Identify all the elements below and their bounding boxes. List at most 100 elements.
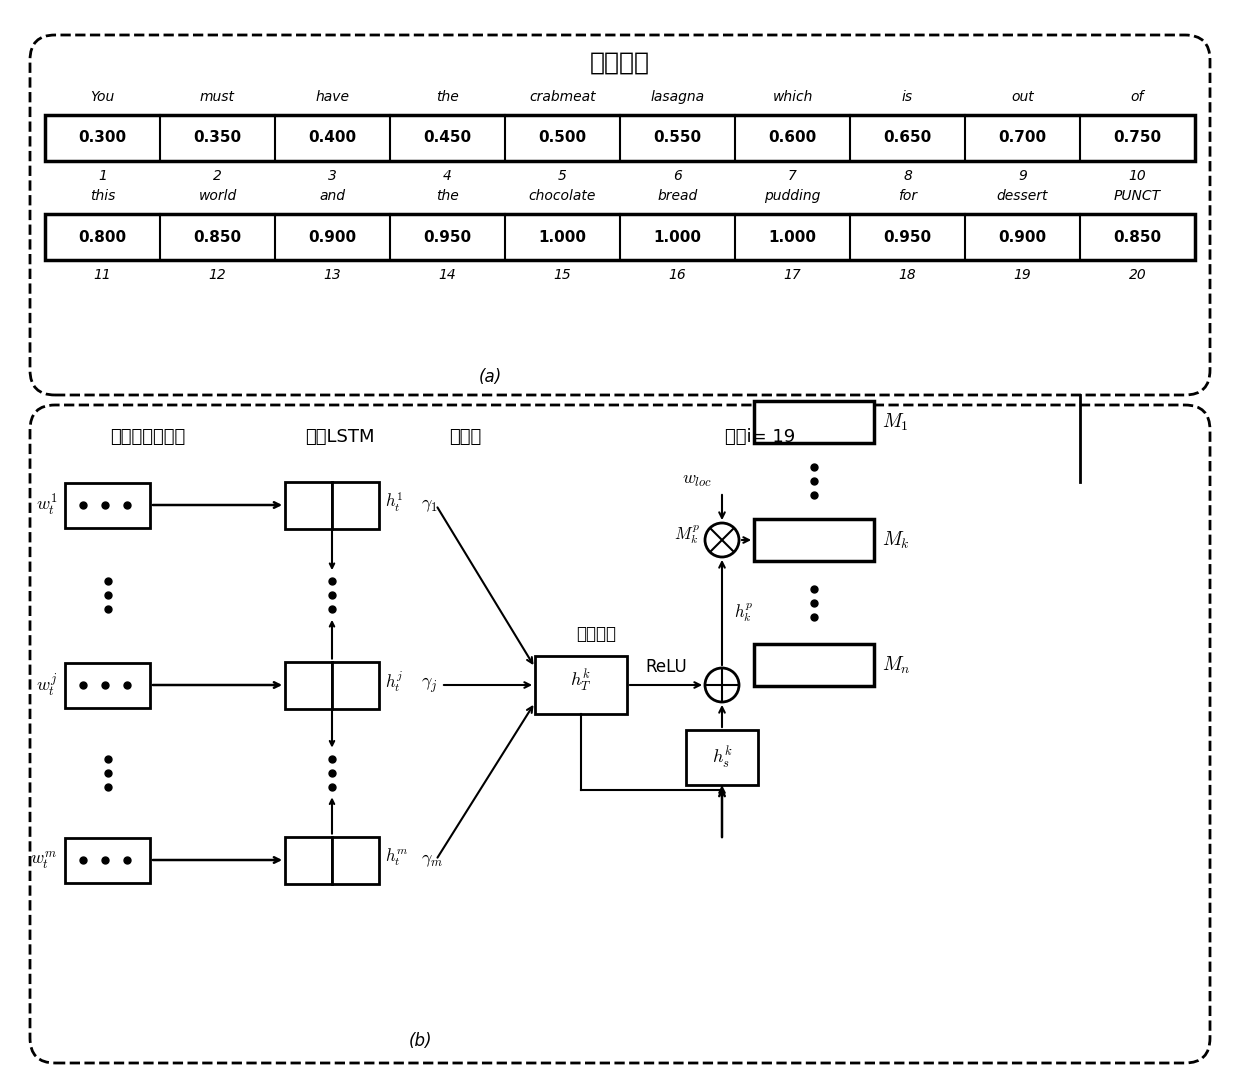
- Text: 8: 8: [903, 169, 911, 183]
- Text: 14: 14: [439, 268, 456, 282]
- Text: 0.300: 0.300: [78, 130, 126, 146]
- Text: must: must: [200, 89, 236, 103]
- Text: 0.500: 0.500: [538, 130, 587, 146]
- Text: 20: 20: [1128, 268, 1146, 282]
- Text: chocolate: chocolate: [528, 189, 596, 203]
- Text: 0.550: 0.550: [653, 130, 702, 146]
- Text: pudding: pudding: [764, 189, 821, 203]
- Text: 18: 18: [899, 268, 916, 282]
- Text: $w_t^m$: $w_t^m$: [30, 849, 57, 871]
- Text: 0.950: 0.950: [883, 230, 931, 245]
- Text: $M_n$: $M_n$: [882, 654, 910, 676]
- Text: $w_t^j$: $w_t^j$: [36, 672, 57, 699]
- Text: 3: 3: [329, 169, 337, 183]
- Text: 0.600: 0.600: [769, 130, 817, 146]
- Text: 1.000: 1.000: [653, 230, 702, 245]
- Text: 1: 1: [98, 169, 107, 183]
- Text: 0.800: 0.800: [78, 230, 126, 245]
- Text: $w_t^1$: $w_t^1$: [36, 493, 57, 517]
- Text: crabmeat: crabmeat: [529, 89, 595, 103]
- Circle shape: [706, 523, 739, 557]
- Text: $h_k^p$: $h_k^p$: [734, 602, 754, 624]
- Text: 6: 6: [673, 169, 682, 183]
- Bar: [285, 662, 332, 708]
- Text: the: the: [436, 89, 459, 103]
- Text: 10: 10: [1128, 169, 1146, 183]
- Bar: [45, 115, 1195, 161]
- Text: 假如i= 19: 假如i= 19: [725, 428, 795, 446]
- Text: 0.400: 0.400: [309, 130, 357, 146]
- Text: 7: 7: [789, 169, 797, 183]
- Text: 特征向量: 特征向量: [577, 625, 616, 642]
- Text: 0.900: 0.900: [998, 230, 1047, 245]
- Text: (b): (b): [408, 1032, 432, 1050]
- Text: of: of: [1131, 89, 1145, 103]
- Text: out: out: [1011, 89, 1034, 103]
- Text: world: world: [198, 189, 237, 203]
- Text: 5: 5: [558, 169, 567, 183]
- Text: PUNCT: PUNCT: [1114, 189, 1161, 203]
- Text: have: have: [315, 89, 350, 103]
- Text: 位置编码: 位置编码: [590, 51, 650, 75]
- Text: 19: 19: [1013, 268, 1032, 282]
- Text: 0.750: 0.750: [1114, 130, 1162, 146]
- Text: $w_{loc}$: $w_{loc}$: [682, 471, 712, 489]
- Text: 1.000: 1.000: [538, 230, 587, 245]
- Text: for: for: [898, 189, 918, 203]
- Text: 0.350: 0.350: [193, 130, 242, 146]
- Text: 双向LSTM: 双向LSTM: [305, 428, 374, 446]
- Text: 17: 17: [784, 268, 801, 282]
- Text: (a): (a): [479, 368, 502, 386]
- Text: $h_t^m$: $h_t^m$: [384, 846, 409, 868]
- Text: lasagna: lasagna: [651, 89, 704, 103]
- Text: is: is: [901, 89, 913, 103]
- Text: $M_1$: $M_1$: [882, 412, 909, 432]
- Bar: [332, 662, 379, 708]
- Text: 0.650: 0.650: [883, 130, 931, 146]
- Text: 0.450: 0.450: [423, 130, 471, 146]
- Bar: [332, 482, 379, 528]
- Text: 12: 12: [208, 268, 227, 282]
- Text: 0.850: 0.850: [193, 230, 242, 245]
- Bar: [534, 657, 627, 714]
- Circle shape: [706, 668, 739, 702]
- Text: $\gamma_j$: $\gamma_j$: [422, 675, 438, 694]
- Text: $h_t^j$: $h_t^j$: [384, 669, 403, 694]
- Bar: [45, 215, 1195, 260]
- Text: You: You: [91, 89, 114, 103]
- Text: 4: 4: [443, 169, 451, 183]
- Text: which: which: [773, 89, 812, 103]
- Bar: [64, 483, 150, 527]
- Text: 11: 11: [94, 268, 112, 282]
- Text: ReLU: ReLU: [645, 658, 687, 676]
- Bar: [754, 401, 874, 443]
- Text: $\gamma_1$: $\gamma_1$: [422, 496, 438, 514]
- Text: 16: 16: [668, 268, 687, 282]
- Text: $h_s^k$: $h_s^k$: [712, 745, 733, 771]
- Bar: [285, 837, 332, 884]
- Text: the: the: [436, 189, 459, 203]
- Bar: [754, 644, 874, 686]
- Text: dessert: dessert: [997, 189, 1048, 203]
- Text: $M_k^p$: $M_k^p$: [675, 524, 701, 547]
- Bar: [332, 837, 379, 884]
- Text: bread: bread: [657, 189, 698, 203]
- Text: 0.700: 0.700: [998, 130, 1047, 146]
- Text: 目标属性词向量: 目标属性词向量: [110, 428, 186, 446]
- Text: 15: 15: [553, 268, 572, 282]
- Text: 2: 2: [213, 169, 222, 183]
- Text: $M_k$: $M_k$: [882, 529, 910, 551]
- Text: this: this: [89, 189, 115, 203]
- Text: 注意力: 注意力: [449, 428, 481, 446]
- Text: 9: 9: [1018, 169, 1027, 183]
- Text: 0.850: 0.850: [1114, 230, 1162, 245]
- Bar: [64, 663, 150, 707]
- Bar: [285, 482, 332, 528]
- Text: $h_t^1$: $h_t^1$: [384, 490, 404, 513]
- Text: 0.900: 0.900: [309, 230, 357, 245]
- Text: $h_T^k$: $h_T^k$: [570, 667, 591, 693]
- Bar: [64, 838, 150, 883]
- Bar: [754, 519, 874, 561]
- Text: 0.950: 0.950: [423, 230, 471, 245]
- Text: 1.000: 1.000: [769, 230, 816, 245]
